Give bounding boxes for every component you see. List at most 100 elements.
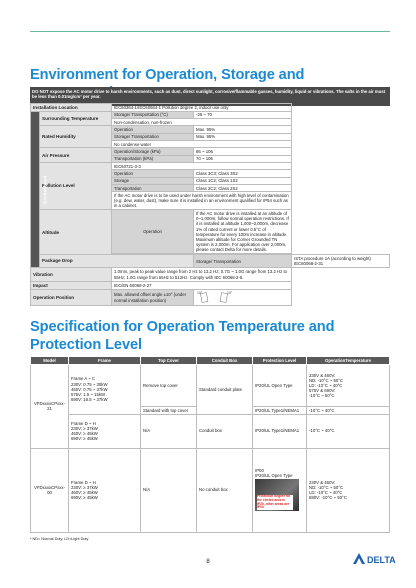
text-line: ND: -10°C ~ 50°C <box>309 377 344 383</box>
cell: -10°C ~ 40°C <box>306 406 390 415</box>
cell: IP20/UL Type1/NEMA1 <box>252 413 307 449</box>
angle-label: 10° <box>227 291 233 295</box>
photo-caption: Protection degree for the circled area i… <box>257 494 293 511</box>
row-label: Vibration <box>29 266 113 283</box>
cell: VFDxxxxCPxxx-00 <box>30 447 69 533</box>
top-rule <box>30 31 390 32</box>
angle-label: 10° <box>197 291 203 295</box>
text-line: 690V: 18.5 ~ 37kW <box>71 397 108 403</box>
text-line: 575V & 690V: <box>309 388 336 394</box>
cell: Conduit box <box>196 413 253 449</box>
cell: ISTA procedure 1A (according to weight) … <box>291 254 390 268</box>
cell: Frame D ~ H 230V: ≥ 37kW 460V: ≥ 45kW 690V:… <box>68 447 141 533</box>
cell: -10°C ~ 40°C <box>306 413 390 449</box>
cell: Class 2C2; Class 2S2 <box>193 184 292 193</box>
row-label: Air Pressure <box>38 147 113 164</box>
text-line: 575V: 1.5 ~ 15kW <box>71 391 106 397</box>
text-line: 460V: ≥ 45kW <box>71 490 98 496</box>
cell: Max. 95% <box>193 125 292 134</box>
cell: 86 ~ 106 <box>193 147 292 156</box>
cell: N/A <box>140 413 197 449</box>
cell: No conduit box <box>196 447 253 533</box>
cell: IEC60364-1/IEC60664-1 Pollution degree 2… <box>111 103 292 112</box>
cell: Max. allowed offset angle ±10° (under no… <box>111 288 195 307</box>
cell: IP20/UL Type1/NEMA1 <box>252 406 307 415</box>
text-line: Frame D ~ H <box>71 479 96 485</box>
cell: 230V & 460V: ND: -10°C ~ 50°C LD: -10°C ~ … <box>306 447 390 533</box>
cell: Class 1C2; Class 1S2 <box>193 176 292 186</box>
row-label: Pollution Level <box>38 162 113 211</box>
cell: Remove top cover <box>140 364 197 408</box>
text-line: IP20/UL Open Type <box>255 473 293 479</box>
text-line: LD: -10°C ~ 40°C <box>309 490 343 496</box>
cell: Operation/Storage (kPa) <box>111 147 195 156</box>
cell: IEC60721-3-3 <box>111 162 292 171</box>
column-header: Frame <box>68 355 141 366</box>
spec-table: Model Frame Top Cover Conduit Box Protection… <box>30 355 390 533</box>
group-label: Environment <box>30 110 47 268</box>
environment-table: Installation Location IEC60364-1/IEC60664… <box>29 103 390 307</box>
position-diagram: 10° 10° <box>197 291 233 304</box>
cell: Operation <box>111 125 195 134</box>
cell: -25 ~ 70 <box>193 110 292 120</box>
cell: Frame A ~ C 230V: 0.75 ~ 30kW 460V: 0.75 ~… <box>68 364 141 415</box>
cell: If the AC motor drive is installed at an… <box>193 209 292 255</box>
cell: Transportation <box>111 184 195 193</box>
cell: Max. 95% <box>193 132 292 142</box>
row-label: Installation Location <box>29 103 113 112</box>
text-line: 460V: ≥ 45kW <box>71 431 98 437</box>
row-label: Surrounding Temperature <box>38 110 113 127</box>
cell: IP20/UL Open Type <box>252 364 307 408</box>
cell: Storage <box>111 176 195 186</box>
row-label: Rated Humidity <box>38 125 113 149</box>
row-label: Package Drop <box>38 254 195 268</box>
section-2-header: Specification for Operation Temperature … <box>30 318 360 354</box>
text-line: 690V: ≥ 45kW <box>71 436 98 442</box>
cell: 230V & 460V: ND: -10°C ~ 50°C LD: -10°C ~ … <box>306 364 390 408</box>
cell: Storage/ Transportation <box>193 254 292 268</box>
logo: DELTA <box>352 552 404 566</box>
cell: Standard with top cover <box>140 406 197 415</box>
cell: 1.0mm, peak to peak value range from 2 H… <box>111 266 292 283</box>
page-number: 8 <box>206 559 210 565</box>
text-line: 230V & 460V: <box>309 372 336 378</box>
cell-lines: IP00 IP20/UL Open Type <box>255 468 304 478</box>
group-label-text: Environment <box>42 175 48 204</box>
text-line: 460V: 0.75 ~ 37kW <box>71 386 108 392</box>
cell: IEC/EN 60068-2-27 <box>111 281 292 290</box>
text-line: 230V: ≥ 37kW <box>71 425 98 431</box>
product-photo: Protection degree for the circled area i… <box>255 479 299 512</box>
cell: Storage/ Transportation <box>111 132 195 142</box>
text-line: ND: -10°C ~ 50°C <box>309 484 344 490</box>
notice-banner: DO NOT expose the AC motor drive to hars… <box>30 87 390 106</box>
cell: 70 ~ 106 <box>193 154 292 164</box>
text-line: Frame A ~ C <box>71 376 95 382</box>
logo-graphic: DELTA <box>353 553 396 565</box>
footnote: * ND= Normal Duty, LD=Light Duty <box>30 537 89 541</box>
cell: IP00 IP20/UL Open Type Protection degree f… <box>252 447 307 533</box>
cell: N/A <box>140 447 197 533</box>
column-header: Protection Level <box>252 355 307 366</box>
cell: Operation <box>111 169 195 178</box>
text-line: Frame D ~ H <box>71 420 96 426</box>
column-header: Model <box>30 355 69 366</box>
column-header: OperationTemperature <box>306 355 390 366</box>
cell: Frame D ~ H 230V: ≥ 37kW 460V: ≥ 45kW 690V:… <box>68 413 141 449</box>
cell: Storage/ Transportation (°C) <box>111 110 195 120</box>
text-line: IP00 <box>255 467 264 473</box>
text-line: 690V: -10°C ~ 50°C <box>309 495 347 501</box>
section-title: Specification for Operation Temperature … <box>30 319 335 353</box>
cell: Standard conduit plate <box>196 364 253 415</box>
cell: If the AC motor drive is to be used unde… <box>111 191 292 211</box>
cell: Non-condensation, non-frozen <box>111 118 292 127</box>
column-header: Conduit Box <box>196 355 253 366</box>
row-label: Altitude <box>38 209 113 256</box>
text-line: 230V & 460V: <box>309 479 336 485</box>
text-line: 230V: 0.75 ~ 30kW <box>71 381 108 387</box>
text-line: LD: -10°C ~ 40°C <box>309 383 343 389</box>
cell: Operation <box>111 209 195 255</box>
cell: Transportation (kPa) <box>111 154 195 164</box>
text-line: 230V: ≥ 37kW <box>71 484 98 490</box>
column-header: Top Cover <box>140 355 197 366</box>
